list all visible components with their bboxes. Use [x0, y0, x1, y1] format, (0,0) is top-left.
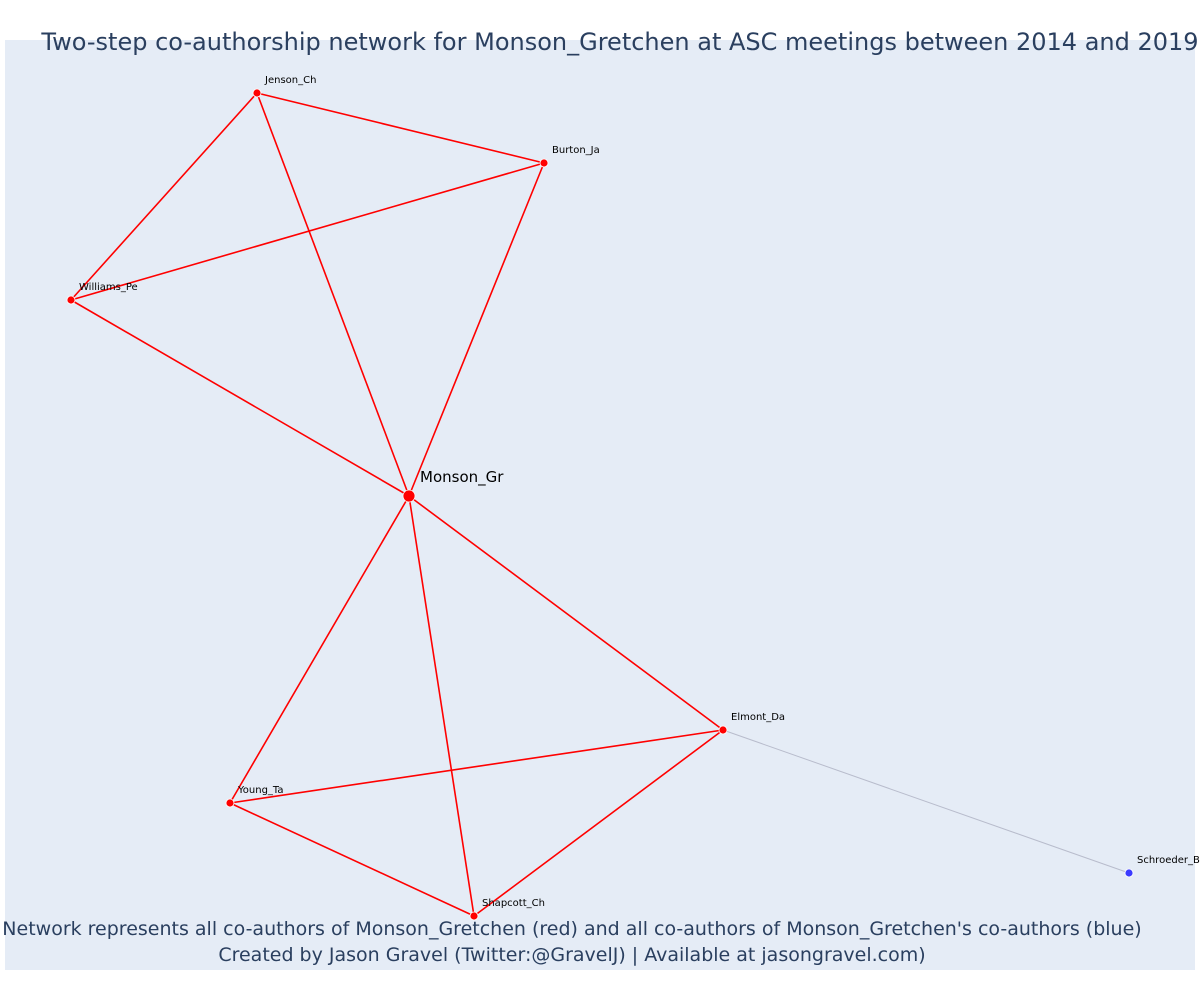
plot-background	[5, 40, 1195, 970]
node-label-williams: Williams_Pe	[79, 282, 138, 293]
node-label-monson: Monson_Gr	[420, 468, 504, 487]
node-monson[interactable]	[402, 489, 416, 503]
edge-monson-elmont	[408, 495, 724, 731]
node-williams[interactable]	[66, 295, 76, 305]
edge-jenson-williams	[70, 92, 258, 301]
labels-layer: Monson_Gr Jenson_Ch Burton_Ja Williams_Pe El…	[79, 75, 1200, 909]
node-label-schroeder: Schroeder_B	[1137, 855, 1200, 866]
node-elmont[interactable]	[718, 725, 728, 735]
edge-monson-shapcott	[408, 495, 475, 917]
node-burton[interactable]	[539, 158, 549, 168]
caption-credit: Created by Jason Gravel (Twitter:@Gravel…	[218, 944, 926, 966]
node-shapcott[interactable]	[469, 911, 479, 921]
edge-elmont-schroeder	[722, 729, 1130, 874]
edge-elmont-shapcott	[473, 729, 724, 917]
edge-elmont-young	[229, 729, 724, 804]
node-jenson[interactable]	[252, 88, 262, 98]
edge-burton-monson	[408, 162, 545, 497]
edge-williams-monson	[70, 299, 410, 497]
node-label-jenson: Jenson_Ch	[264, 75, 316, 86]
caption-description: Network represents all co-authors of Mon…	[2, 918, 1142, 940]
node-label-young: Young_Ta	[237, 785, 284, 796]
nodes-layer	[66, 88, 1134, 921]
chart-title: Two-step co-authorship network for Monso…	[41, 28, 1199, 56]
edge-jenson-monson	[256, 92, 410, 497]
edge-young-shapcott	[229, 802, 475, 917]
node-label-shapcott: Shapcott_Ch	[482, 898, 545, 909]
edges-layer	[70, 92, 1130, 917]
node-schroeder[interactable]	[1124, 868, 1134, 878]
edge-monson-young	[229, 495, 410, 804]
edge-burton-williams	[70, 162, 545, 301]
edge-jenson-burton	[256, 92, 545, 164]
node-label-elmont: Elmont_Da	[731, 712, 785, 723]
node-label-burton: Burton_Ja	[552, 145, 600, 156]
node-young[interactable]	[225, 798, 235, 808]
